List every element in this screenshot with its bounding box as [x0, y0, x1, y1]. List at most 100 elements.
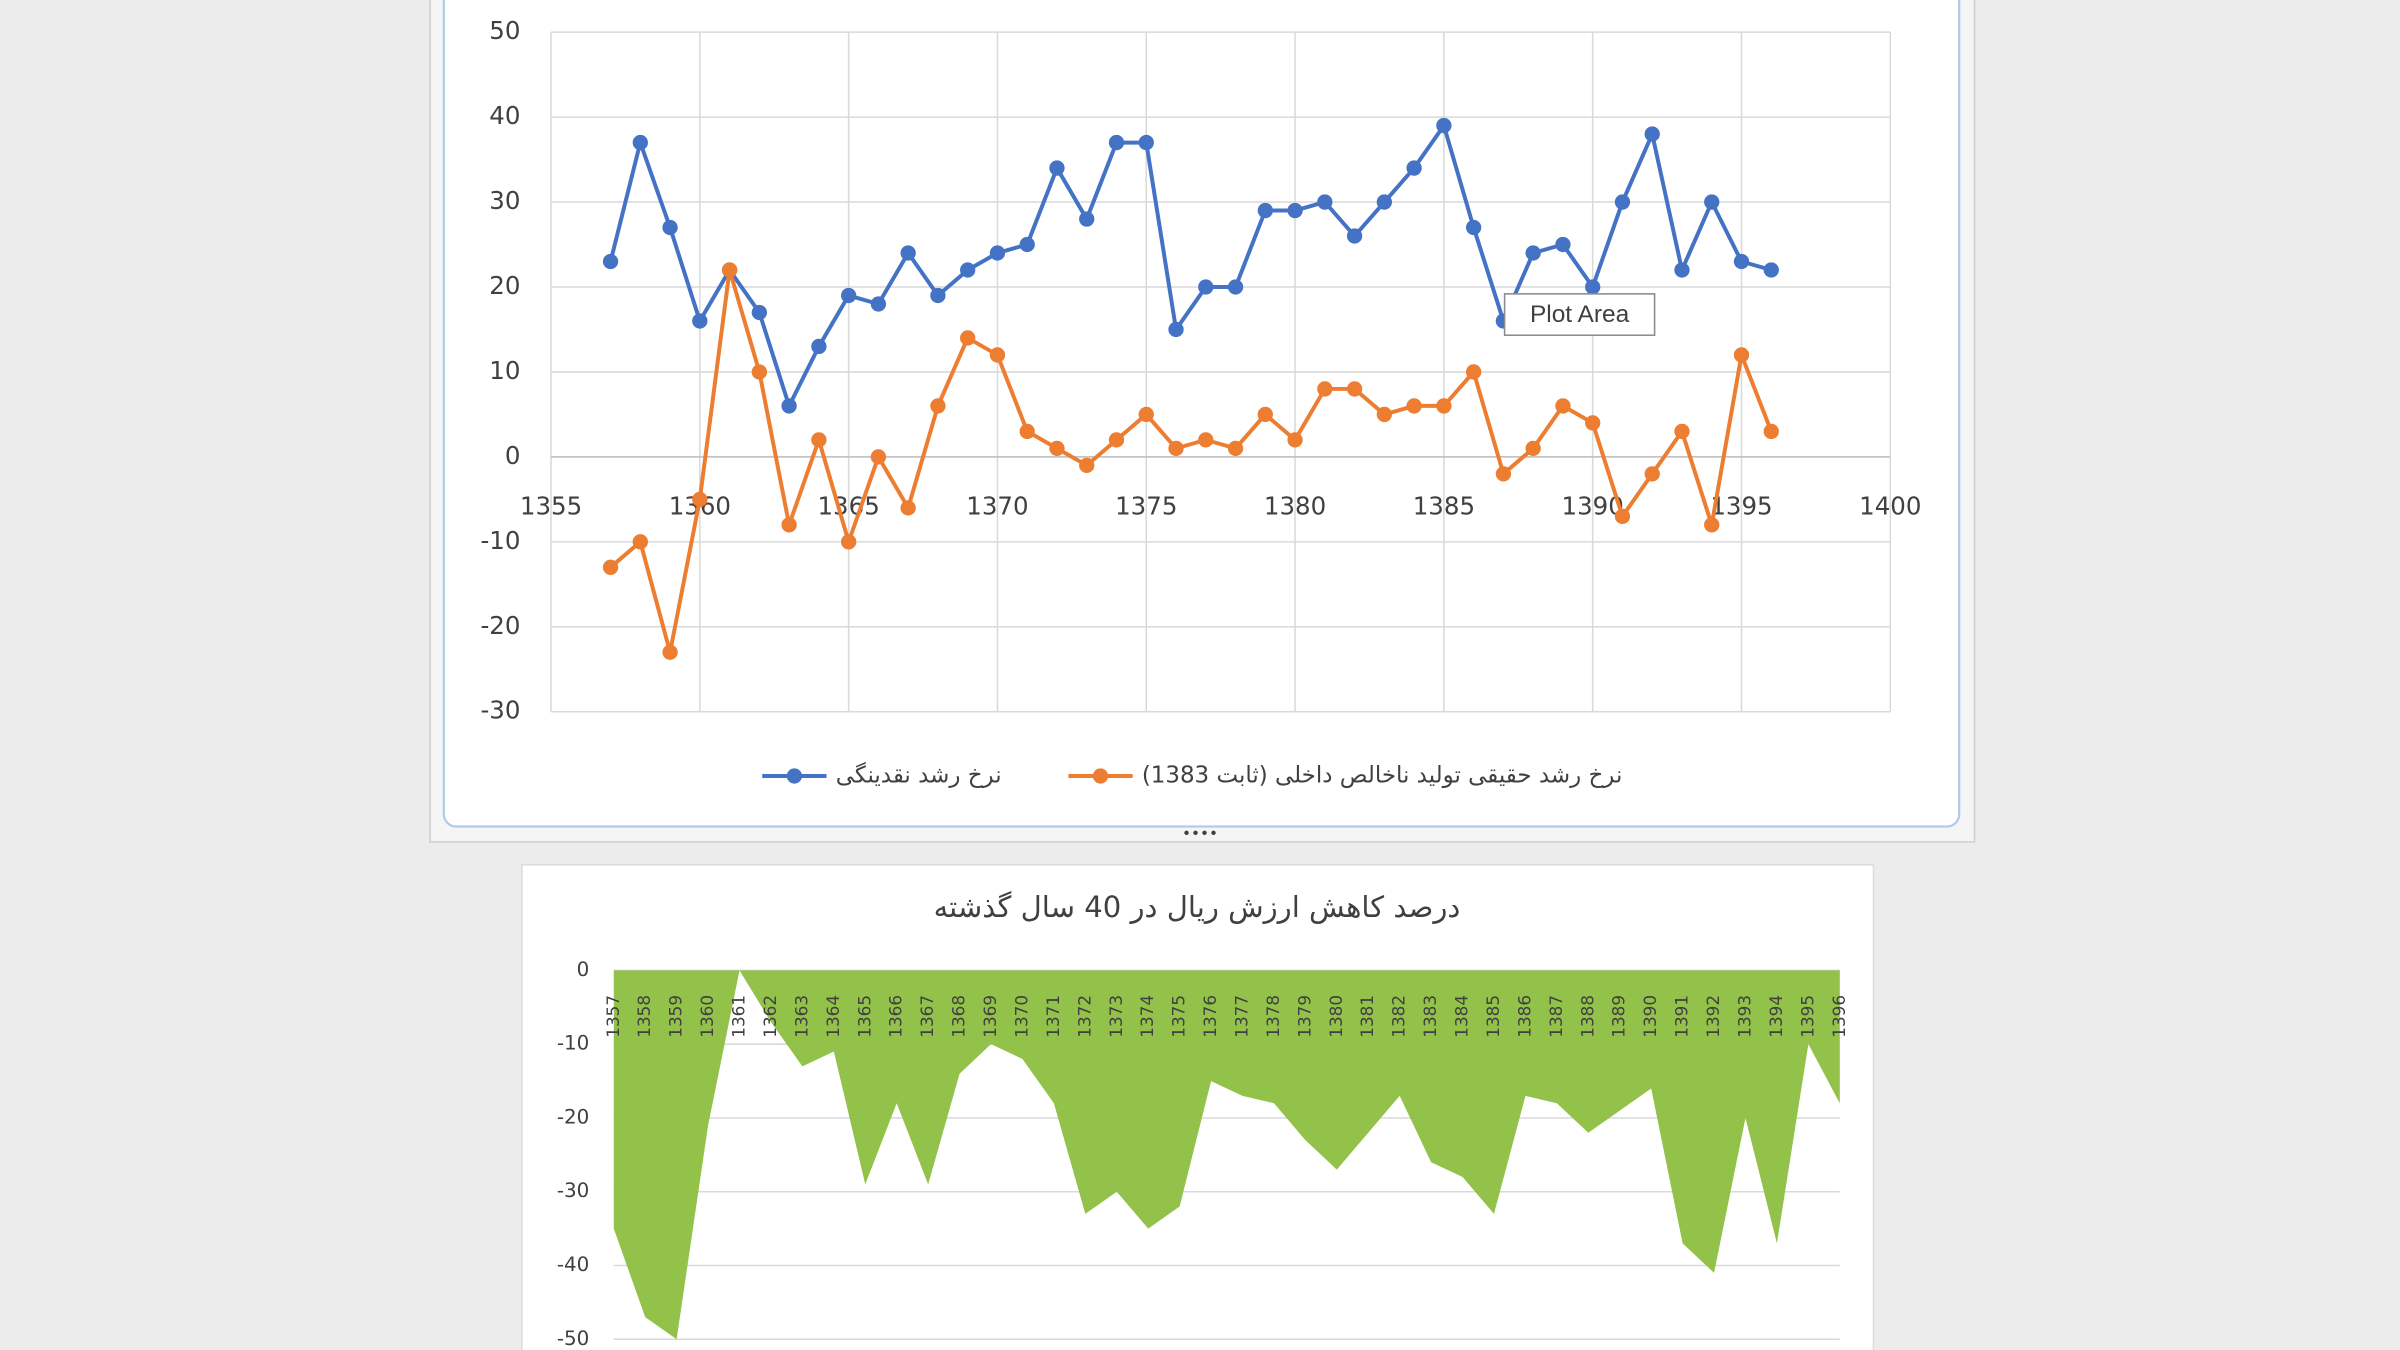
x-tick-label: 1394 — [1766, 995, 1786, 1038]
point — [840, 534, 857, 550]
point — [1346, 228, 1363, 244]
x-tick-label: 1388 — [1577, 995, 1597, 1038]
x-tick-label: 1376 — [1200, 995, 1220, 1038]
series-line — [609, 269, 1774, 653]
point — [900, 500, 916, 516]
point — [811, 432, 827, 448]
x-tick-label: 1395 — [1710, 491, 1772, 520]
point — [632, 534, 648, 550]
x-tick-label: 1380 — [1326, 995, 1346, 1038]
x-tick-label: 1395 — [1797, 995, 1817, 1038]
x-tick-label: 1364 — [823, 995, 843, 1038]
point — [1644, 466, 1660, 482]
point — [751, 364, 768, 380]
x-tick-label: 1390 — [1640, 995, 1660, 1038]
y-tick-label: -30 — [557, 1179, 589, 1202]
point — [1168, 321, 1184, 338]
point — [751, 304, 768, 321]
chart-frame[interactable] — [442, 0, 1961, 828]
x-tick-label: 1360 — [697, 995, 717, 1038]
point — [1733, 253, 1750, 270]
x-tick-label: 1369 — [980, 995, 1000, 1038]
point — [1763, 262, 1779, 278]
point — [1019, 236, 1035, 253]
point — [1763, 423, 1779, 440]
x-tick-label: 1374 — [1137, 995, 1157, 1038]
point — [870, 449, 887, 465]
x-tick-label: 1396 — [1829, 995, 1849, 1038]
point — [692, 313, 708, 329]
point — [1733, 347, 1750, 363]
y-tick-label: 0 — [505, 441, 521, 470]
x-tick-label: 1385 — [1413, 491, 1475, 520]
y-tick-label: -30 — [480, 696, 520, 725]
point — [692, 491, 708, 508]
point — [1287, 432, 1303, 448]
y-tick-label: -10 — [480, 526, 520, 555]
x-tick-label: 1390 — [1562, 491, 1624, 520]
x-tick-label: 1387 — [1546, 995, 1566, 1038]
point — [1317, 194, 1333, 210]
legend-label: نرخ رشد نقدینگی — [836, 762, 1002, 789]
x-tick-label: 1375 — [1169, 995, 1189, 1038]
point — [870, 296, 887, 312]
x-tick-label: 1365 — [854, 995, 874, 1038]
point — [930, 287, 946, 304]
point — [1376, 406, 1393, 423]
point — [662, 219, 678, 236]
point — [1465, 364, 1482, 380]
point — [1555, 236, 1571, 253]
point — [1049, 440, 1065, 457]
y-tick-label: -50 — [557, 1327, 589, 1350]
point — [989, 347, 1006, 363]
x-tick-label: 1355 — [520, 491, 582, 520]
point — [1436, 117, 1452, 134]
x-tick-label: 1385 — [1483, 995, 1503, 1038]
x-tick-label: 1365 — [817, 491, 879, 520]
point — [840, 287, 857, 304]
y-tick-label: 40 — [489, 101, 520, 130]
x-tick-label: 1383 — [1420, 995, 1440, 1038]
point — [1525, 440, 1541, 457]
point — [662, 644, 678, 660]
point — [1614, 194, 1631, 210]
point — [1108, 134, 1125, 151]
point — [1198, 432, 1214, 448]
legend-label: نرخ رشد حقیقی تولید ناخالص داخلی (ثابت 1… — [1142, 763, 1623, 789]
x-tick-label: 1366 — [886, 995, 906, 1038]
point — [1674, 262, 1690, 278]
point — [632, 134, 648, 151]
point — [1406, 160, 1422, 176]
tooltip-box — [1503, 293, 1656, 336]
legend-marker — [1092, 768, 1109, 784]
point — [781, 398, 797, 414]
x-tick-label: 1381 — [1357, 995, 1377, 1038]
point — [1108, 432, 1125, 448]
x-tick-label: 1400 — [1859, 491, 1921, 520]
point — [1495, 466, 1512, 482]
point — [1465, 219, 1482, 236]
x-tick-label: 1391 — [1672, 995, 1692, 1038]
x-tick-label: 1378 — [1263, 995, 1283, 1038]
y-tick-label: 0 — [577, 958, 590, 981]
x-tick-label: 1358 — [634, 995, 654, 1038]
point — [1079, 211, 1095, 227]
x-tick-label: 1362 — [760, 995, 780, 1038]
point — [1525, 245, 1541, 261]
point — [989, 245, 1006, 261]
point — [1406, 398, 1422, 414]
point — [1585, 279, 1601, 295]
point — [721, 262, 738, 278]
x-tick-label: 1392 — [1703, 995, 1723, 1038]
point — [1704, 194, 1720, 210]
point — [1614, 508, 1631, 525]
x-tick-label: 1386 — [1514, 995, 1534, 1038]
point — [781, 517, 797, 533]
y-tick-label: 20 — [489, 271, 520, 300]
point — [1674, 423, 1690, 440]
y-tick-label: 50 — [489, 16, 520, 45]
resize-handle[interactable]: •••• — [1182, 825, 1218, 843]
x-tick-label: 1380 — [1264, 491, 1326, 520]
point — [811, 338, 827, 355]
point — [1287, 202, 1303, 219]
